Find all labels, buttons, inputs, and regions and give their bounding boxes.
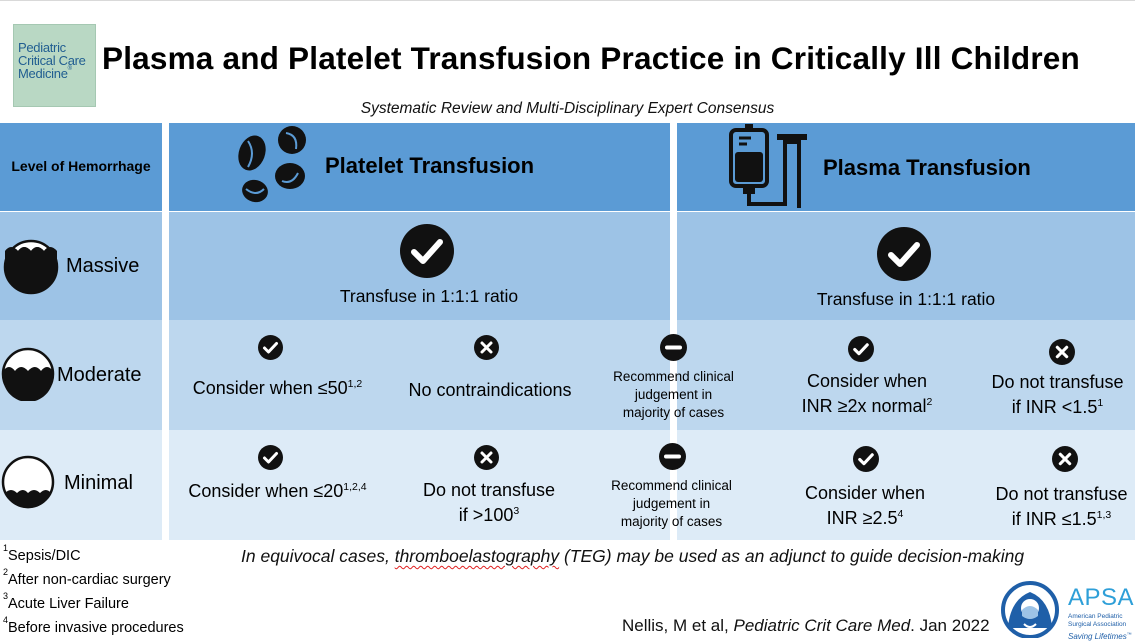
minimal-platelet-check-icon <box>258 445 283 470</box>
massive-level-icon <box>3 239 59 295</box>
minimal-judgement-text: Recommend clinical judgement in majority… <box>611 478 732 529</box>
minimal-level-icon <box>1 455 55 509</box>
top-divider <box>0 0 1135 1</box>
platelet-cells-icon <box>238 126 306 203</box>
apsa-logo-text: APSA American Pediatric Surgical Associa… <box>1068 585 1134 642</box>
moderate-label: Moderate <box>57 364 142 386</box>
massive-label: Massive <box>66 255 140 277</box>
moderate-plasma-x-icon <box>1049 339 1075 365</box>
moderate-platelet-cell <box>169 320 670 430</box>
moderate-judgement-text: Recommend clinical judgement in majority… <box>613 369 734 420</box>
moderate-neutral-icon <box>660 334 687 361</box>
level-of-hemorrhage-label: Level of Hemorrhage <box>11 158 151 174</box>
minimal-plasma-x-icon <box>1052 446 1078 472</box>
minimal-platelet-x-icon <box>474 445 499 470</box>
minimal-label: Minimal <box>64 472 133 494</box>
massive-plasma-check-icon <box>877 227 931 281</box>
moderate-level-icon <box>1 347 55 401</box>
header-level-cell <box>0 123 162 211</box>
minimal-platelet-no-text: Do not transfuse if >1003 <box>422 480 556 525</box>
moderate-platelet-no-text: No contraindications <box>408 380 572 400</box>
minimal-platelet-cell <box>169 430 670 540</box>
massive-platelet-check-icon <box>400 224 454 278</box>
moderate-platelet-x-icon <box>474 335 499 360</box>
logo-line-3: Medicine® <box>18 66 72 81</box>
moderate-platelet-check-icon <box>258 335 283 360</box>
footnote-1: 1Sepsis/DIC <box>3 543 81 564</box>
apsa-abbr: APSA <box>1068 584 1135 611</box>
page-subtitle: Systematic Review and Multi-Disciplinary… <box>360 100 775 117</box>
apsa-line-2: Surgical Association <box>1068 620 1127 628</box>
logo-line-2: Critical Care <box>18 53 86 68</box>
apsa-tagline: Saving Lifetimes™ <box>1068 632 1132 641</box>
moderate-plasma-no-text: Do not transfuse if INR <1.51 <box>991 372 1124 417</box>
plasma-transfusion-title: Plasma Transfusion <box>823 155 1031 180</box>
apsa-line-1: American Pediatric <box>1068 613 1123 620</box>
moderate-plasma-check-icon <box>848 336 874 362</box>
minimal-plasma-yes-text: Consider when INR ≥2.54 <box>804 483 926 528</box>
pccm-logo: Pediatric Critical Care Medicine® <box>13 24 96 107</box>
citation: Nellis, M et al, Pediatric Crit Care Med… <box>622 616 990 635</box>
equivocal-note: In equivocal cases, thromboelastography … <box>241 546 1025 566</box>
plasma-bag-icon <box>729 124 807 208</box>
minimal-plasma-no-text: Do not transfuse if INR ≤1.51,3 <box>995 484 1128 529</box>
moderate-plasma-cell <box>677 320 1135 430</box>
footnote-3: 3Acute Liver Failure <box>3 591 129 612</box>
moderate-plasma-yes-text: Consider when INR ≥2x normal2 <box>801 371 933 416</box>
platelet-transfusion-title: Platelet Transfusion <box>325 153 535 178</box>
moderate-platelet-yes-text: Consider when ≤501,2 <box>192 378 363 398</box>
footnote-4: 4Before invasive procedures <box>3 615 184 636</box>
massive-plasma-text: Transfuse in 1:1:1 ratio <box>816 289 996 309</box>
massive-platelet-text: Transfuse in 1:1:1 ratio <box>339 286 519 306</box>
minimal-neutral-icon <box>659 443 686 470</box>
minimal-platelet-yes-text: Consider when ≤201,2,4 <box>188 481 367 501</box>
logo-line-1: Pediatric <box>18 40 66 55</box>
apsa-logo-icon <box>1001 581 1059 638</box>
footnote-2: 2After non-cardiac surgery <box>3 567 171 588</box>
minimal-plasma-check-icon <box>853 446 879 472</box>
page-title: Plasma and Platelet Transfusion Practice… <box>102 40 1080 76</box>
